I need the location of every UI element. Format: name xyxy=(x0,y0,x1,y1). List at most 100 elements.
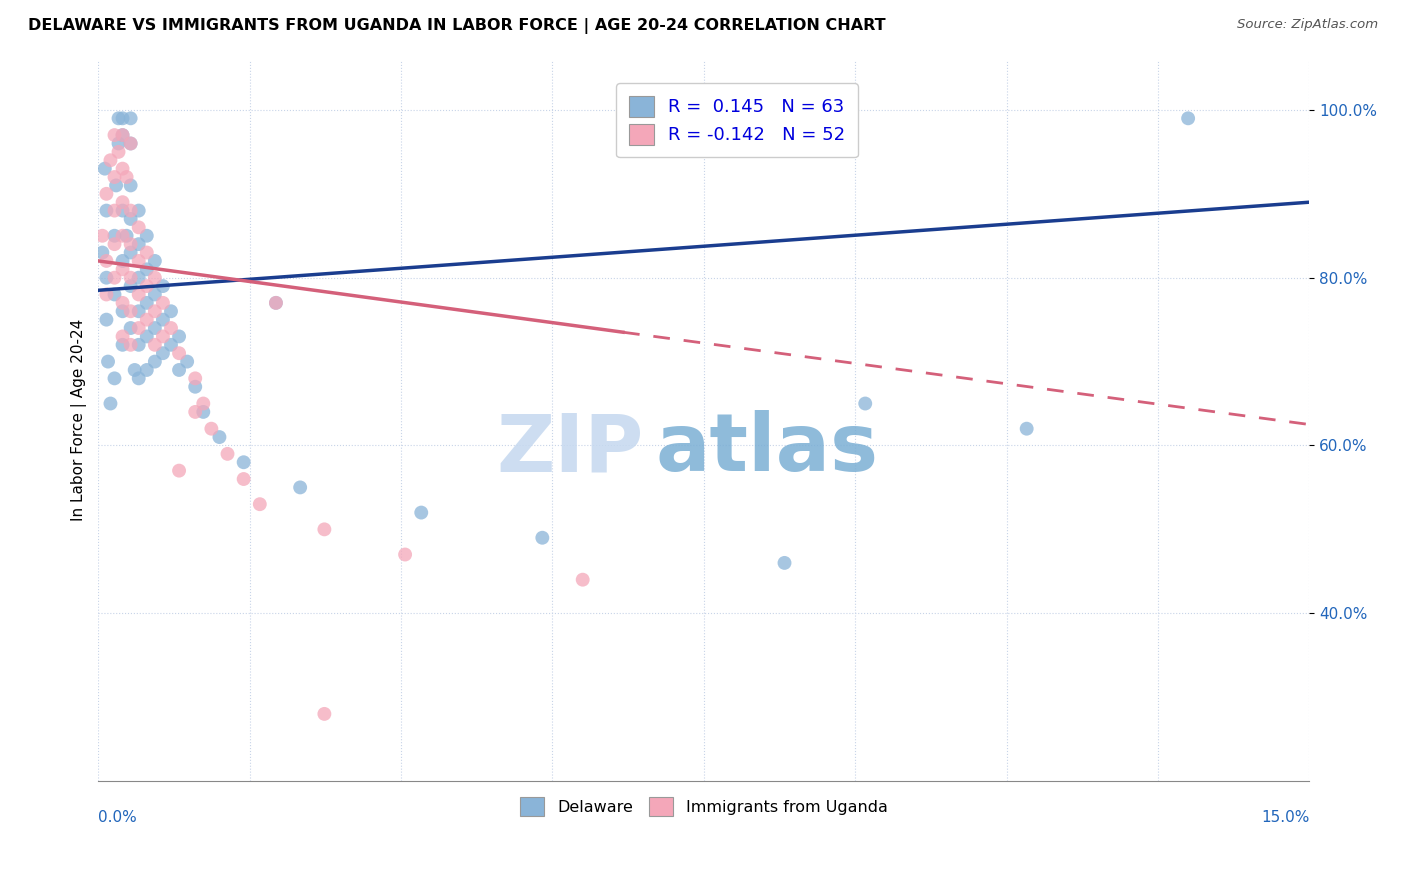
Point xyxy=(96,203,118,218)
Point xyxy=(103,169,125,184)
Point xyxy=(773,556,796,570)
Point xyxy=(111,128,134,142)
Point xyxy=(135,296,157,310)
Text: ZIP: ZIP xyxy=(496,410,643,488)
Point xyxy=(120,178,142,193)
Point xyxy=(120,211,142,226)
Point xyxy=(135,245,157,260)
Point xyxy=(152,329,174,343)
Point xyxy=(394,548,416,562)
Point xyxy=(103,237,125,252)
Text: 0.0%: 0.0% xyxy=(98,810,138,825)
Point xyxy=(288,480,311,494)
Point xyxy=(94,161,117,176)
Point xyxy=(111,228,134,243)
Point xyxy=(128,287,150,301)
Point xyxy=(103,371,125,385)
Point xyxy=(232,455,254,469)
Text: atlas: atlas xyxy=(655,410,879,488)
Point xyxy=(152,296,174,310)
Point xyxy=(232,472,254,486)
Point xyxy=(152,279,174,293)
Point xyxy=(128,338,150,352)
Point xyxy=(105,178,128,193)
Point xyxy=(111,338,134,352)
Text: Source: ZipAtlas.com: Source: ZipAtlas.com xyxy=(1237,18,1378,31)
Point xyxy=(135,228,157,243)
Point xyxy=(143,321,166,335)
Point xyxy=(96,254,118,268)
Legend: Delaware, Immigrants from Uganda: Delaware, Immigrants from Uganda xyxy=(512,789,896,823)
Point xyxy=(143,338,166,352)
Point xyxy=(135,363,157,377)
Point xyxy=(120,321,142,335)
Point xyxy=(111,304,134,318)
Point xyxy=(128,321,150,335)
Point xyxy=(853,396,876,410)
Point xyxy=(1177,112,1199,126)
Point xyxy=(208,430,231,444)
Point xyxy=(107,145,129,159)
Point xyxy=(314,522,336,536)
Point xyxy=(135,262,157,277)
Point xyxy=(120,338,142,352)
Point xyxy=(184,371,207,385)
Point xyxy=(120,304,142,318)
Point xyxy=(411,506,433,520)
Point xyxy=(531,531,554,545)
Point xyxy=(120,279,142,293)
Point xyxy=(103,287,125,301)
Point xyxy=(160,321,183,335)
Point xyxy=(264,296,287,310)
Point xyxy=(120,237,142,252)
Point xyxy=(111,262,134,277)
Point xyxy=(115,169,138,184)
Point xyxy=(143,304,166,318)
Point xyxy=(143,354,166,368)
Point xyxy=(167,464,190,478)
Point xyxy=(217,447,239,461)
Point xyxy=(115,228,138,243)
Point xyxy=(107,136,129,151)
Text: DELAWARE VS IMMIGRANTS FROM UGANDA IN LABOR FORCE | AGE 20-24 CORRELATION CHART: DELAWARE VS IMMIGRANTS FROM UGANDA IN LA… xyxy=(28,18,886,34)
Point xyxy=(193,405,215,419)
Point xyxy=(103,203,125,218)
Point xyxy=(143,287,166,301)
Point xyxy=(1015,422,1038,436)
Point xyxy=(176,354,198,368)
Point xyxy=(97,354,120,368)
Point xyxy=(91,245,114,260)
Point xyxy=(128,237,150,252)
Point xyxy=(128,270,150,285)
Point xyxy=(128,371,150,385)
Point xyxy=(128,304,150,318)
Point xyxy=(152,312,174,326)
Point xyxy=(167,329,190,343)
Point xyxy=(111,112,134,126)
Point xyxy=(120,245,142,260)
Point xyxy=(96,186,118,201)
Point xyxy=(571,573,593,587)
Point xyxy=(128,203,150,218)
Y-axis label: In Labor Force | Age 20-24: In Labor Force | Age 20-24 xyxy=(72,319,87,522)
Point xyxy=(96,287,118,301)
Point xyxy=(167,363,190,377)
Point xyxy=(264,296,287,310)
Point xyxy=(111,203,134,218)
Point xyxy=(103,128,125,142)
Point xyxy=(135,329,157,343)
Point xyxy=(103,228,125,243)
Point xyxy=(96,312,118,326)
Point xyxy=(120,136,142,151)
Point xyxy=(200,422,222,436)
Point xyxy=(111,161,134,176)
Point xyxy=(249,497,271,511)
Point xyxy=(143,254,166,268)
Point xyxy=(128,220,150,235)
Point xyxy=(107,112,129,126)
Point xyxy=(314,706,336,721)
Point xyxy=(124,363,146,377)
Point xyxy=(111,195,134,210)
Point xyxy=(96,270,118,285)
Point xyxy=(152,346,174,360)
